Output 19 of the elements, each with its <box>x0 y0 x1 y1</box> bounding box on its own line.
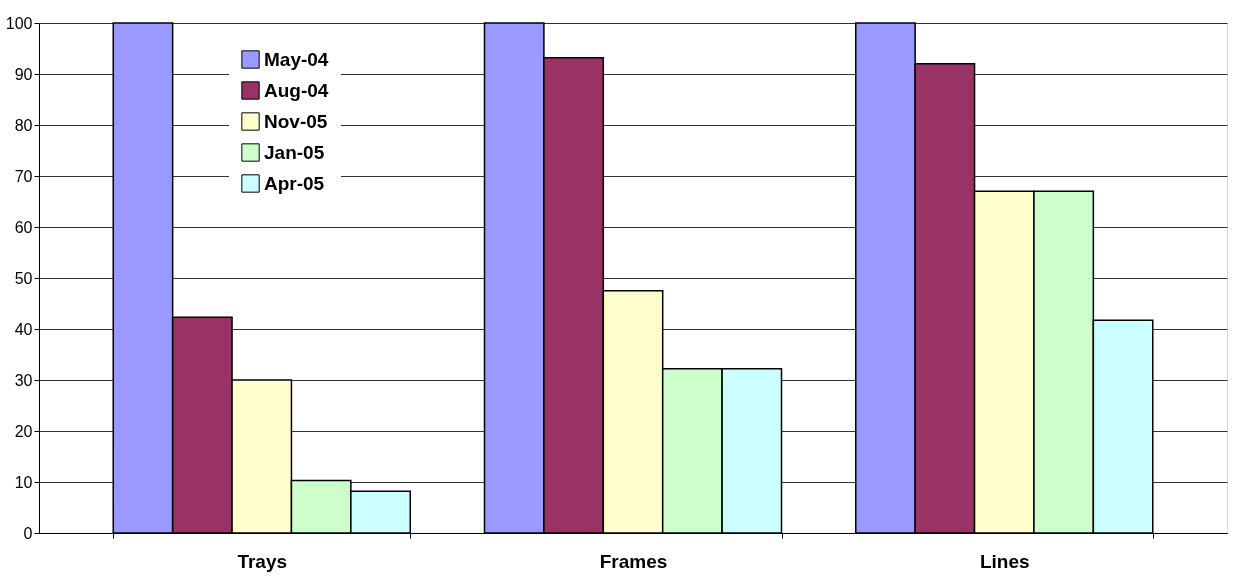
legend-label: Nov-05 <box>264 110 328 132</box>
y-tick-label: 10 <box>14 473 33 491</box>
legend-label: Jan-05 <box>264 141 325 163</box>
legend-label: Aug-04 <box>264 79 329 101</box>
x-tick-label: Frames <box>599 550 668 572</box>
y-tick-label: 50 <box>14 269 33 287</box>
y-tick-label: 60 <box>14 218 33 236</box>
y-tick-label: 90 <box>14 65 33 83</box>
x-tick-label: Trays <box>237 550 288 572</box>
y-tick-label: 80 <box>14 116 33 134</box>
x-tick-label: Lines <box>979 550 1030 572</box>
y-tick-label: 40 <box>14 320 33 338</box>
legend-label: Apr-05 <box>264 172 325 194</box>
y-tick-label: 30 <box>14 371 33 389</box>
y-tick-label: 70 <box>14 167 33 185</box>
y-tick-label: 0 <box>23 524 33 542</box>
y-tick-label: 20 <box>14 422 33 440</box>
legend-label: May-04 <box>264 48 329 70</box>
y-tick-label: 100 <box>5 14 33 32</box>
